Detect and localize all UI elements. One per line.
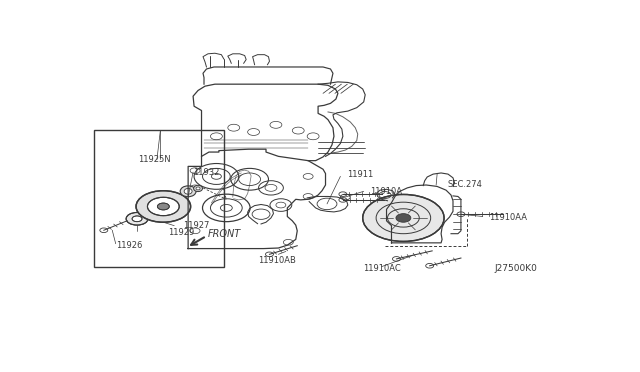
Circle shape <box>136 191 191 222</box>
Ellipse shape <box>180 186 196 197</box>
Text: 11929: 11929 <box>168 228 195 237</box>
Text: 11926: 11926 <box>116 241 142 250</box>
Text: 11910AA: 11910AA <box>489 212 527 222</box>
Text: 11910A: 11910A <box>370 187 402 196</box>
Text: 11910AB: 11910AB <box>259 256 296 264</box>
Circle shape <box>457 212 465 217</box>
Text: 11911: 11911 <box>347 170 373 179</box>
Ellipse shape <box>184 189 192 194</box>
Circle shape <box>396 214 411 222</box>
Circle shape <box>339 198 347 202</box>
Circle shape <box>426 263 434 268</box>
Text: 11925N: 11925N <box>138 155 171 164</box>
Text: 11910AC: 11910AC <box>363 264 401 273</box>
Circle shape <box>266 252 273 257</box>
Circle shape <box>132 216 142 222</box>
Text: FRONT: FRONT <box>208 229 241 239</box>
Circle shape <box>220 205 232 211</box>
Circle shape <box>100 228 108 232</box>
Circle shape <box>339 192 347 196</box>
Text: J27500K0: J27500K0 <box>494 264 537 273</box>
Circle shape <box>126 212 148 225</box>
Circle shape <box>363 195 444 241</box>
Circle shape <box>157 203 169 210</box>
Circle shape <box>392 257 401 261</box>
Ellipse shape <box>193 185 202 192</box>
Text: 11932: 11932 <box>193 168 220 177</box>
Bar <box>94 130 224 267</box>
Text: SEC.274: SEC.274 <box>447 180 482 189</box>
Ellipse shape <box>196 187 200 190</box>
Circle shape <box>147 197 179 216</box>
Text: 11927: 11927 <box>183 221 209 230</box>
